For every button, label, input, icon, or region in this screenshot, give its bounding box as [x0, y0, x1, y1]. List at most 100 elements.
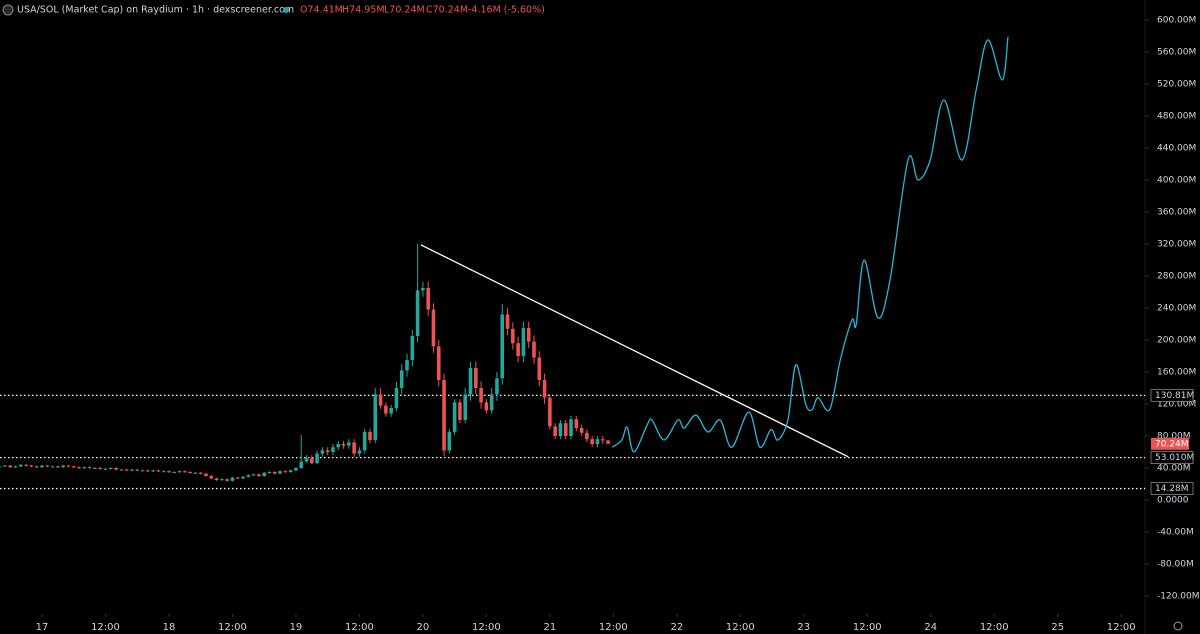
ohlc-low: L70.24M: [384, 5, 425, 16]
settings-icon[interactable]: [1173, 621, 1183, 631]
x-tick-label: 20: [417, 622, 430, 633]
y-tick-label: -120.00M: [1157, 592, 1200, 602]
candle-body: [146, 470, 150, 472]
candle-body: [140, 470, 145, 472]
y-tick-label: 0.0000: [1157, 496, 1189, 506]
ohlc-close: C70.24M: [426, 5, 468, 16]
candle-body: [235, 477, 240, 479]
candle-body: [8, 465, 13, 468]
pair-icon: [2, 4, 14, 16]
candle-body: [87, 467, 92, 469]
candle-body: [310, 458, 314, 464]
candle-body: [320, 450, 325, 454]
candle-body: [532, 341, 536, 358]
candle-body: [542, 380, 547, 398]
candle-body: [204, 473, 208, 476]
level-label-box: [1150, 451, 1194, 464]
y-tick-label: 80.00M: [1157, 432, 1191, 442]
candle-body: [114, 468, 118, 470]
candle-body: [479, 388, 483, 403]
candle-body: [558, 423, 563, 436]
x-tick-label: 12:00: [91, 622, 120, 633]
candle-body: [304, 458, 309, 462]
x-tick-label: 17: [36, 622, 49, 633]
candle-body: [325, 450, 330, 452]
candle-body: [278, 471, 282, 474]
x-tick-label: 22: [670, 622, 683, 633]
candle-body: [473, 368, 478, 388]
candle-body: [463, 394, 468, 420]
trendline: [420, 244, 849, 458]
candle-body: [331, 447, 335, 452]
candle-body: [130, 469, 134, 471]
y-tick-label: 240.00M: [1157, 304, 1196, 314]
candle-body: [188, 472, 192, 473]
x-tick-label: 25: [1051, 622, 1064, 633]
candle-body: [151, 470, 155, 472]
candle-body: [452, 402, 457, 432]
candle-body: [19, 464, 23, 467]
level-label: 130.81M: [1155, 391, 1194, 401]
candle-body: [548, 397, 552, 427]
candle-body: [389, 408, 393, 414]
candle-body: [362, 432, 367, 451]
candle-body: [399, 370, 404, 388]
x-tick-label: 12:00: [853, 622, 882, 633]
candle-body: [563, 423, 568, 436]
candle-body: [315, 453, 319, 464]
candle-body: [341, 444, 346, 446]
status-dot: [283, 7, 289, 13]
y-tick-label: 440.00M: [1157, 144, 1196, 154]
candle-body: [436, 346, 441, 380]
candle-body: [537, 357, 542, 380]
candle-body: [447, 432, 452, 451]
candle-body: [595, 439, 600, 444]
candle-body: [24, 464, 28, 466]
candle-body: [458, 402, 462, 420]
x-tick-label: 12:00: [726, 622, 755, 633]
candle-body: [569, 419, 573, 436]
candle-body: [590, 439, 594, 444]
last-price-label: 70.24M: [1155, 439, 1189, 449]
candle-body: [124, 469, 129, 471]
candle-body: [484, 402, 489, 411]
y-tick-label: 200.00M: [1157, 336, 1196, 346]
candle-body: [119, 469, 124, 471]
candle-body: [220, 479, 224, 481]
x-tick-label: 12:00: [980, 622, 1009, 633]
candle-body: [500, 314, 505, 379]
y-tick-label: 400.00M: [1157, 176, 1196, 186]
candle-body: [299, 461, 304, 468]
candle-body: [495, 378, 499, 395]
candle-body: [45, 465, 50, 467]
y-tick-label: 280.00M: [1157, 272, 1196, 282]
candle-body: [172, 472, 177, 473]
candle-body: [431, 309, 436, 347]
candle-body: [108, 468, 113, 469]
x-tick-label: 12:00: [472, 622, 501, 633]
ohlc-high: H74.95M: [342, 5, 385, 16]
candle-body: [50, 466, 55, 468]
candle-body: [262, 472, 266, 476]
candle-body: [368, 432, 372, 440]
candle-body: [352, 442, 356, 454]
candle-body: [600, 439, 605, 441]
candle-body: [606, 440, 610, 444]
candle-body: [183, 471, 187, 473]
candle-body: [241, 476, 245, 479]
candle-body: [378, 394, 383, 406]
candle-body: [394, 388, 399, 408]
candle-body: [373, 394, 378, 440]
candle-body: [193, 472, 198, 474]
projection-line: [611, 36, 1009, 453]
candle-body: [336, 444, 341, 448]
candle-body: [13, 466, 18, 468]
candle-body: [3, 465, 7, 467]
y-tick-label: -80.00M: [1157, 560, 1194, 570]
candle-body: [288, 470, 293, 472]
x-tick-label: 21: [543, 622, 556, 633]
candle-body: [511, 328, 515, 344]
candle-body: [56, 466, 60, 468]
candle-body: [410, 336, 415, 360]
